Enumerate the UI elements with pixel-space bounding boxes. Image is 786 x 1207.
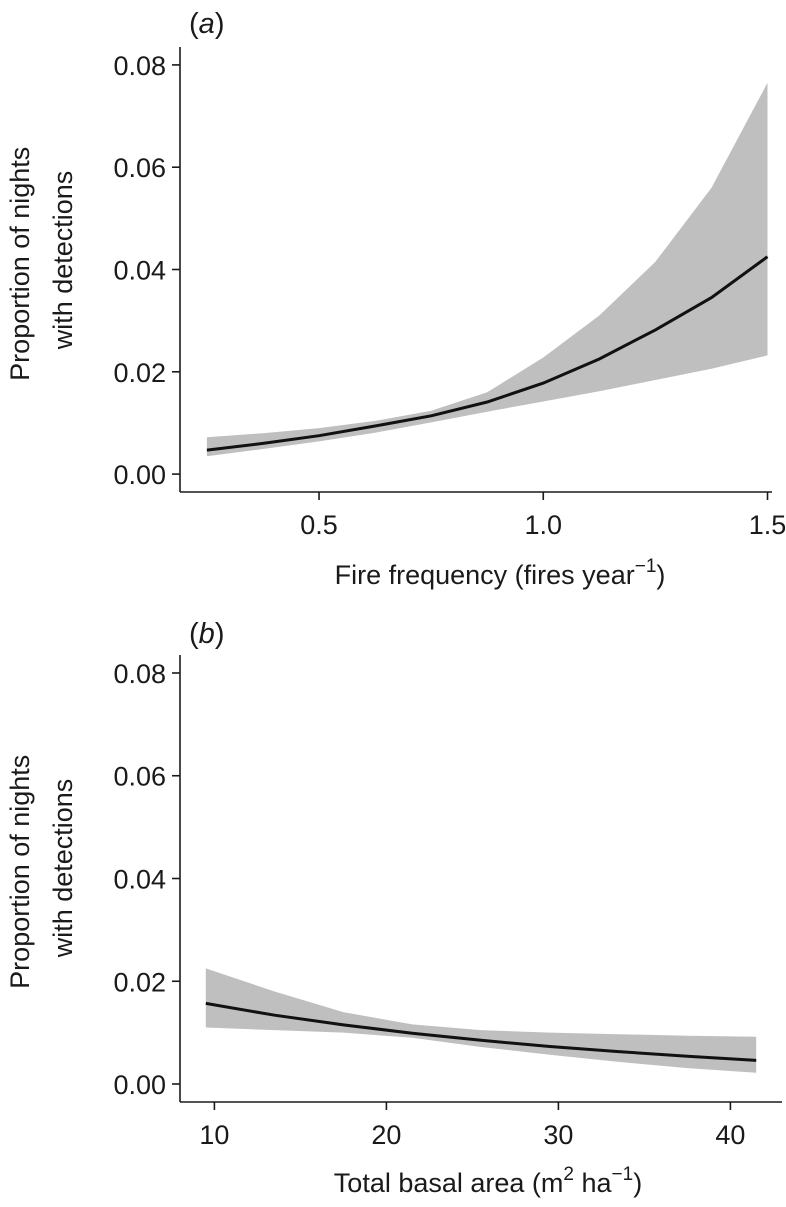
axes: 10 20 30 40 0.00 0.02 0.04 0.06 0.08: [113, 655, 782, 1150]
panel-label: (a): [189, 8, 224, 40]
panel-label: (b): [189, 618, 224, 650]
y-axis-title-line2: with detections: [48, 779, 78, 959]
y-tick-label: 0.08: [113, 51, 166, 81]
confidence-band: [205, 968, 757, 1073]
x-axis-title-tail: ): [656, 560, 665, 590]
y-axis-title-line1: Proportion of nights: [5, 147, 35, 381]
x-tick-label: 1.5: [749, 510, 786, 540]
fitted-line: [206, 255, 769, 452]
x-tick-label: 10: [199, 1120, 229, 1150]
panel-b-basal-area: 10 20 30 40 0.00 0.02 0.04 0.06 0.08 (b) Proport…: [5, 618, 782, 1198]
y-tick-label: 0.00: [113, 1070, 166, 1100]
x-tick-label: 20: [371, 1120, 401, 1150]
y-tick-label: 0.02: [113, 967, 166, 997]
y-tick-label: 0.04: [113, 865, 166, 895]
y-tick-label: 0.06: [113, 153, 166, 183]
x-axis-title: Total basal area (m2 ha−1): [334, 1164, 642, 1198]
x-axis-title-main: Total basal area (m: [334, 1168, 564, 1198]
x-axis-title-superscript: −1: [612, 1164, 634, 1185]
x-axis-title-superscript: −1: [635, 556, 657, 577]
panel-letter: b: [199, 618, 215, 650]
y-tick-label: 0.00: [113, 460, 166, 490]
x-axis-title-superscript: 2: [563, 1164, 574, 1185]
y-axis-title-line1: Proportion of nights: [5, 755, 35, 989]
y-tick-label: 0.08: [113, 659, 166, 689]
x-tick-label: 0.5: [300, 510, 338, 540]
y-axis-title: Proportion of nights with detections: [5, 139, 78, 381]
x-axis-title-main: Fire frequency (fires year: [335, 560, 635, 590]
axes: 0.5 1.0 1.5 0.00 0.02 0.04 0.06 0.08: [113, 47, 786, 540]
x-tick-label: 30: [543, 1120, 573, 1150]
fitted-line: [205, 1001, 757, 1062]
confidence-band: [206, 82, 768, 457]
y-tick-label: 0.06: [113, 762, 166, 792]
y-axis-title-line2: with detections: [48, 171, 78, 351]
x-axis-title-tail: ): [633, 1168, 642, 1198]
x-tick-label: 40: [715, 1120, 745, 1150]
y-axis-title: Proportion of nights with detections: [5, 747, 78, 989]
x-axis-title: Fire frequency (fires year−1): [335, 556, 666, 590]
panel-letter: a: [199, 8, 215, 40]
y-tick-label: 0.02: [113, 358, 166, 388]
y-tick-label: 0.04: [113, 256, 166, 286]
x-tick-label: 1.0: [524, 510, 562, 540]
panel-a-fire-frequency: 0.5 1.0 1.5 0.00 0.02 0.04 0.06 0.08 (a) Propor…: [5, 8, 786, 590]
x-axis-title-mid: ha: [574, 1168, 613, 1198]
